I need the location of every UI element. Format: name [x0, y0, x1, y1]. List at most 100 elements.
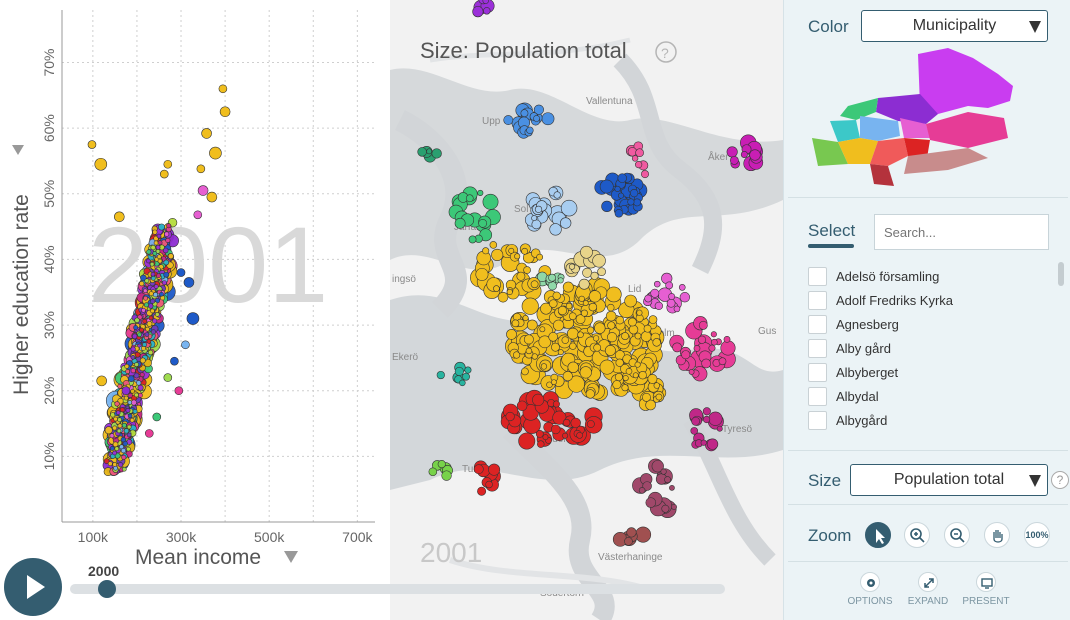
map-bubble[interactable] — [708, 411, 723, 426]
map-bubble[interactable] — [697, 335, 707, 344]
data-bubble[interactable] — [126, 446, 131, 452]
map-bubble[interactable] — [688, 369, 695, 375]
help-icon[interactable] — [655, 41, 677, 63]
data-bubble[interactable] — [130, 368, 136, 374]
map-bubble[interactable] — [628, 317, 637, 327]
map-bubble[interactable] — [570, 417, 581, 429]
data-bubble[interactable] — [206, 191, 218, 203]
map-bubble[interactable] — [614, 373, 623, 382]
map-bubble[interactable] — [666, 298, 676, 308]
pan-hand-icon[interactable] — [984, 522, 1010, 548]
data-bubble[interactable] — [104, 426, 113, 435]
map-bubble[interactable] — [628, 324, 639, 335]
time-slider-handle[interactable] — [98, 580, 116, 598]
checkbox[interactable] — [808, 290, 827, 310]
map-bubble[interactable] — [454, 217, 466, 229]
help-icon[interactable]: ? — [1051, 471, 1069, 489]
map-bubble[interactable] — [561, 336, 570, 344]
map-bubble[interactable] — [710, 331, 717, 338]
zoom-out-icon[interactable] — [944, 522, 970, 548]
map-bubble[interactable] — [553, 191, 561, 199]
map-bubble[interactable] — [681, 350, 691, 360]
data-bubble[interactable] — [143, 295, 148, 301]
map-bubble[interactable] — [693, 345, 701, 352]
map-bubble[interactable] — [716, 425, 723, 432]
map-bubble[interactable] — [615, 315, 625, 325]
data-bubble[interactable] — [136, 380, 142, 386]
list-item[interactable]: Albyberget — [808, 360, 1053, 384]
map-bubble[interactable] — [669, 485, 675, 491]
map-bubble[interactable] — [578, 295, 585, 302]
map-bubble[interactable] — [550, 424, 561, 435]
data-bubble[interactable] — [150, 271, 156, 277]
map-bubble[interactable] — [503, 115, 514, 125]
list-item[interactable]: Agnesberg — [808, 312, 1053, 336]
data-bubble[interactable] — [149, 261, 155, 267]
map-bubble[interactable] — [586, 420, 595, 428]
color-dropdown[interactable]: Municipality — [861, 10, 1048, 42]
data-bubble[interactable] — [87, 140, 97, 149]
map-bubble[interactable] — [542, 434, 549, 441]
map-bubble[interactable] — [441, 470, 452, 481]
map-bubble[interactable] — [536, 253, 544, 261]
data-bubble[interactable] — [130, 346, 136, 352]
data-bubble[interactable] — [133, 392, 139, 398]
data-bubble[interactable] — [142, 342, 147, 347]
data-bubble[interactable] — [150, 275, 156, 281]
data-bubble[interactable] — [139, 327, 144, 333]
data-bubble[interactable] — [159, 291, 164, 297]
data-bubble[interactable] — [144, 302, 149, 308]
map-bubble[interactable] — [516, 400, 528, 412]
list-item[interactable]: Adelsö församling — [808, 264, 1053, 288]
zoom-in-icon[interactable] — [904, 522, 930, 548]
data-bubble[interactable] — [176, 268, 186, 277]
map-bubble[interactable] — [534, 205, 543, 213]
map-bubble[interactable] — [594, 322, 606, 334]
data-bubble[interactable] — [132, 408, 138, 414]
map-bubble[interactable] — [672, 342, 683, 353]
map-bubble[interactable] — [531, 353, 538, 360]
bubble-map-panel[interactable]: VallentunaUppSolStockholmJärfällaSöderTu… — [390, 0, 783, 620]
data-bubble[interactable] — [130, 355, 136, 360]
data-bubble[interactable] — [159, 169, 169, 179]
bubble-map[interactable]: VallentunaUppSolStockholmJärfällaSöderTu… — [390, 0, 783, 620]
data-bubble[interactable] — [127, 375, 135, 382]
map-bubble[interactable] — [632, 372, 639, 379]
data-bubble[interactable] — [150, 298, 156, 304]
data-bubble[interactable] — [142, 318, 148, 324]
data-bubble[interactable] — [166, 223, 172, 229]
data-bubble[interactable] — [121, 422, 127, 428]
map-bubble[interactable] — [464, 366, 472, 374]
map-bubble[interactable] — [590, 271, 599, 280]
map-bubble[interactable] — [650, 288, 660, 298]
data-bubble[interactable] — [201, 128, 212, 139]
data-bubble[interactable] — [130, 388, 135, 394]
play-button[interactable] — [4, 558, 62, 616]
data-bubble[interactable] — [167, 253, 174, 260]
map-bubble[interactable] — [482, 247, 490, 255]
data-bubble[interactable] — [142, 288, 148, 294]
map-bubble[interactable] — [618, 192, 625, 199]
entity-list[interactable]: Adelsö församling Adolf Fredriks Kyrka A… — [808, 264, 1053, 436]
map-bubble[interactable] — [641, 170, 649, 179]
map-bubble[interactable] — [526, 126, 534, 134]
x-axis-title[interactable]: Mean income — [135, 546, 261, 569]
map-bubble[interactable] — [668, 293, 676, 301]
map-bubble[interactable] — [749, 149, 761, 161]
map-bubble[interactable] — [624, 294, 637, 308]
map-bubble[interactable] — [582, 300, 589, 306]
map-bubble[interactable] — [723, 335, 731, 343]
map-bubble[interactable] — [475, 267, 489, 281]
map-bubble[interactable] — [708, 344, 716, 352]
map-bubble[interactable] — [641, 392, 651, 402]
map-bubble[interactable] — [483, 7, 491, 15]
time-slider-track[interactable] — [70, 584, 725, 594]
map-bubble[interactable] — [698, 320, 708, 330]
data-bubble[interactable] — [147, 349, 154, 356]
list-item[interactable]: Alby gård — [808, 336, 1053, 360]
data-bubble[interactable] — [145, 258, 151, 264]
data-bubble[interactable] — [120, 448, 127, 454]
map-bubble[interactable] — [520, 109, 529, 118]
map-bubble[interactable] — [548, 273, 556, 282]
map-bubble[interactable] — [605, 310, 617, 322]
